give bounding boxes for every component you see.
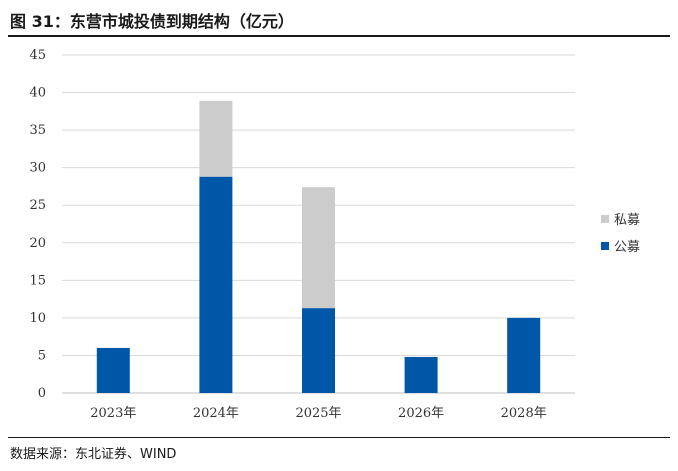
x-tick-label-4: 2028年 — [501, 406, 547, 421]
source-note: 数据来源：东北证券、WIND — [10, 447, 177, 462]
y-tick-label-30: 30 — [29, 161, 46, 176]
bar-2028年-公募 — [507, 317, 541, 393]
y-tick-label-35: 35 — [29, 123, 46, 138]
y-axis-ticks: 0 5 10 15 20 25 30 35 40 45 — [29, 48, 46, 401]
bar-2025年-私募 — [302, 187, 335, 309]
x-tick-label-2: 2025年 — [295, 406, 341, 421]
legend-swatch-私募 — [601, 215, 609, 223]
bar-2023年-公募 — [96, 347, 130, 393]
y-tick-label-10: 10 — [29, 311, 46, 326]
y-tick-label-0: 0 — [38, 386, 46, 401]
y-tick-label-25: 25 — [29, 198, 46, 213]
legend-label-私募: 私募 — [614, 213, 640, 228]
y-tick-label-5: 5 — [38, 348, 46, 363]
y-tick-label-40: 40 — [29, 86, 46, 101]
chart-title: 图 31：东营市城投债到期结构（亿元） — [10, 12, 294, 31]
y-tick-label-45: 45 — [29, 48, 46, 63]
y-tick-label-20: 20 — [29, 236, 46, 251]
x-tick-label-1: 2024年 — [193, 406, 239, 421]
legend-label-公募: 公募 — [614, 240, 640, 255]
bar-2024年-私募 — [199, 100, 233, 177]
bar-2026年-公募 — [404, 356, 438, 393]
bar-2024年-公募 — [199, 176, 233, 393]
bars — [96, 100, 541, 393]
x-tick-label-0: 2023年 — [90, 406, 136, 421]
x-tick-label-3: 2026年 — [398, 406, 444, 421]
legend-swatch-公募 — [601, 242, 609, 250]
title-rule — [8, 35, 670, 37]
x-axis-ticks: 2023年 2024年 2025年 2026年 2028年 — [90, 406, 546, 421]
y-tick-label-15: 15 — [29, 273, 46, 288]
bar-2025年-公募 — [302, 308, 335, 393]
source-rule — [8, 437, 670, 438]
